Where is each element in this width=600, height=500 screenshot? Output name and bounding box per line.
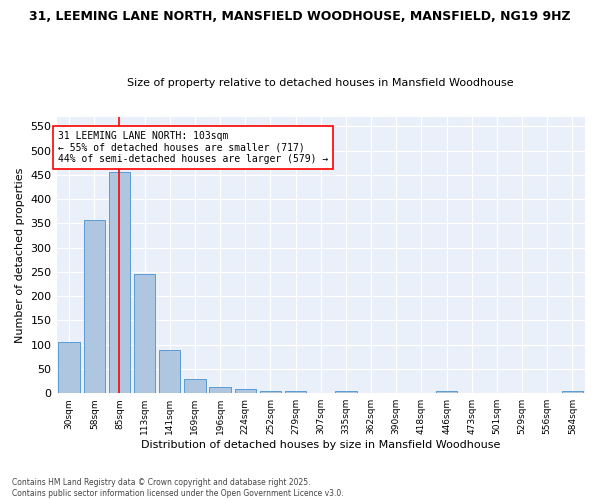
Text: Contains HM Land Registry data © Crown copyright and database right 2025.
Contai: Contains HM Land Registry data © Crown c…	[12, 478, 344, 498]
Bar	[335, 391, 356, 393]
Bar	[260, 391, 281, 393]
Bar	[209, 387, 231, 393]
Bar	[436, 391, 457, 393]
Bar	[184, 378, 206, 393]
Bar	[235, 389, 256, 393]
X-axis label: Distribution of detached houses by size in Mansfield Woodhouse: Distribution of detached houses by size …	[141, 440, 500, 450]
Bar	[159, 350, 181, 393]
Bar	[562, 391, 583, 393]
Bar	[285, 391, 307, 393]
Bar	[134, 274, 155, 393]
Bar	[83, 220, 105, 393]
Text: 31 LEEMING LANE NORTH: 103sqm
← 55% of detached houses are smaller (717)
44% of : 31 LEEMING LANE NORTH: 103sqm ← 55% of d…	[58, 131, 328, 164]
Bar	[109, 172, 130, 393]
Title: Size of property relative to detached houses in Mansfield Woodhouse: Size of property relative to detached ho…	[127, 78, 514, 88]
Bar	[58, 342, 80, 393]
Y-axis label: Number of detached properties: Number of detached properties	[15, 167, 25, 342]
Text: 31, LEEMING LANE NORTH, MANSFIELD WOODHOUSE, MANSFIELD, NG19 9HZ: 31, LEEMING LANE NORTH, MANSFIELD WOODHO…	[29, 10, 571, 23]
